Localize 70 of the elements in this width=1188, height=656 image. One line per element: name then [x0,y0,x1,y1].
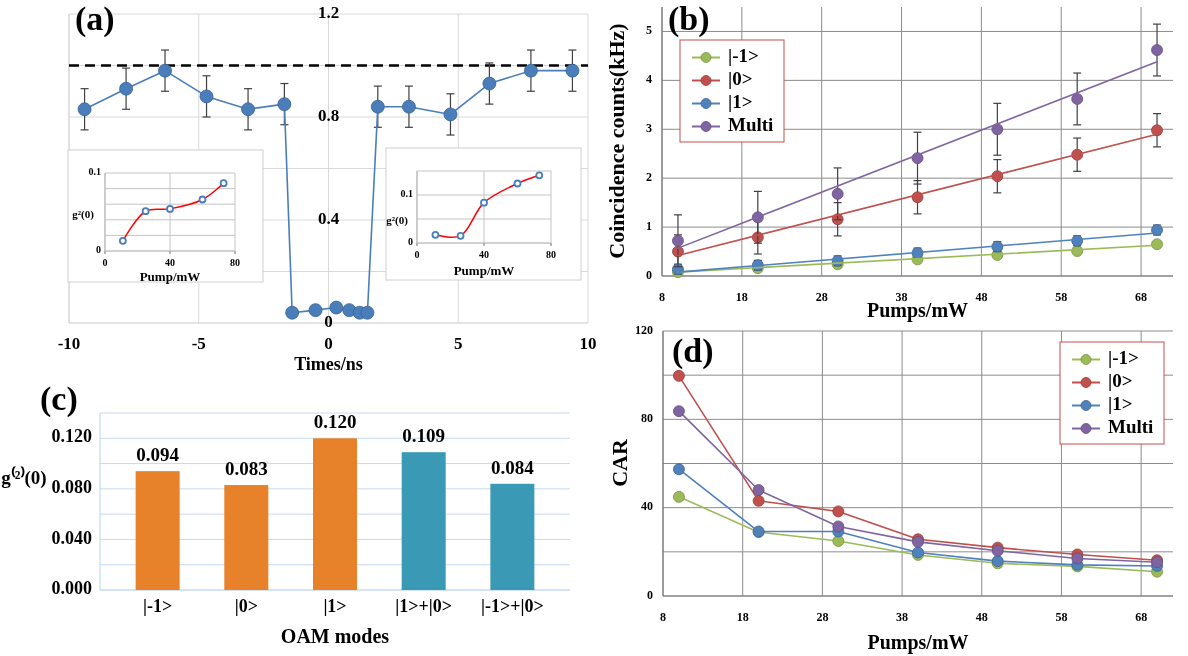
x-tick-label: 18 [735,289,748,304]
y-axis-title: g²(0) [72,207,95,221]
y-tick-label: 0 [646,267,652,282]
legend-label: |1> [1108,392,1133,414]
legend-label: |1> [728,90,753,112]
y-tick-label: 120 [635,322,653,337]
x-tick-label: 48 [975,289,988,304]
x-tick-label: -5 [191,333,206,353]
y-tick-label: 0.040 [51,527,92,548]
legend-label: |0> [728,67,753,89]
x-tick-label: 38 [896,609,909,624]
chart-title: (d) [672,332,714,370]
y-tick-label: 2 [646,169,652,184]
legend-label: |-1> [728,44,759,66]
legend-label: Multi [728,113,774,135]
data-label: 0.084 [490,456,535,478]
chart-title: (c) [40,380,78,418]
y-axis-title: g⁽²⁾(0) [1,466,47,490]
y-tick-label: 80 [641,411,653,426]
y-tick-label: 0.8 [317,105,340,125]
y-tick-label: 0 [324,311,333,331]
x-tick-label: |-1> [143,596,173,617]
y-tick-label: 1 [646,218,652,233]
y-tick-label: 5 [646,23,652,38]
y-tick-label: 0.1 [400,188,413,200]
y-tick-label: 0.000 [51,578,92,599]
y-tick-label: 40 [641,499,653,514]
x-axis-title: OAM modes [280,624,390,647]
y-tick-label: 0.080 [51,476,92,497]
y-tick-label: 0.1 [88,166,101,178]
x-tick-label: |0> [234,596,258,617]
legend-label: |0> [1108,369,1133,391]
x-tick-label: 80 [230,257,240,269]
x-axis-title: Pump/mW [453,262,515,278]
x-axis-title: Times/ns [294,354,363,375]
x-tick-label: 40 [165,257,175,269]
x-tick-label: 58 [1055,609,1068,624]
x-tick-label: 5 [454,333,463,353]
x-tick-label: 80 [546,249,556,261]
x-tick-label: 28 [815,289,828,304]
x-tick-label: 18 [736,609,749,624]
data-label: 0.094 [136,444,180,466]
x-tick-label: 28 [816,609,829,624]
x-axis-title: Pumps/mW [867,630,969,654]
x-axis-title: Pump/mW [139,268,201,284]
y-tick-label: 3 [646,121,652,136]
y-axis-title: CAR [607,438,633,487]
x-tick-label: 68 [1135,609,1148,624]
x-tick-label: 68 [1135,289,1148,304]
chart-title: (b) [668,0,710,38]
x-tick-label: 58 [1055,289,1068,304]
chart-title: (a) [75,0,115,38]
y-axis-title: Coincidence counts(kHz) [604,23,630,259]
x-tick-label: 8 [660,609,666,624]
x-tick-label: -10 [57,333,81,353]
x-tick-label: 8 [659,289,665,304]
y-tick-label: 0.120 [51,426,92,447]
y-tick-label: 0.4 [317,208,340,228]
data-label: 0.109 [402,425,446,447]
y-axis-title: g²(0) [386,213,409,227]
x-tick-label: |1> [323,596,347,617]
x-tick-label: 40 [479,249,489,261]
x-tick-label: |-1>+|0> [481,596,544,617]
legend-label: Multi [1108,415,1154,437]
x-tick-label: |1>+|0> [395,596,453,617]
x-tick-label: 48 [975,609,988,624]
y-tick-label: 1.2 [317,2,340,22]
x-tick-label: 10 [579,333,597,353]
y-tick-label: 4 [646,72,652,87]
data-label: 0.083 [224,458,268,480]
